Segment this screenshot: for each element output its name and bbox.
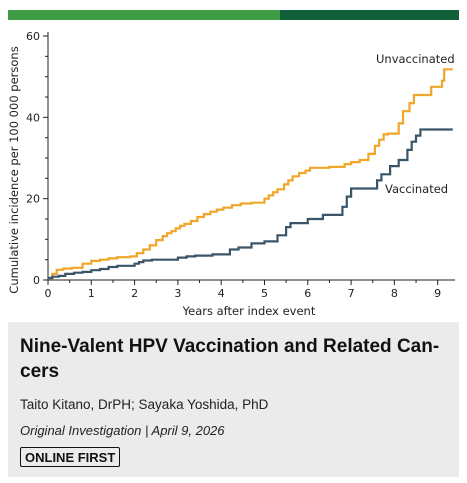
article-title[interactable]: Nine-Valent HPV Vaccination and Related … [20, 334, 445, 384]
online-first-badge: ONLINE FIRST [20, 447, 121, 467]
chart-svg: 0 20 40 60 0 1 2 3 4 5 6 7 8 9 Cumulative incidence p… [8, 30, 455, 318]
cumulative-incidence-chart: 0 20 40 60 0 1 2 3 4 5 6 7 8 9 Cumulative incidence p… [8, 22, 459, 320]
series-line-unvaccinated [48, 68, 453, 280]
x-tick-label: 9 [434, 287, 441, 300]
x-tick-label: 4 [218, 287, 225, 300]
article-title-line-2: cers [20, 361, 60, 382]
x-tick-label: 1 [88, 287, 95, 300]
y-tick-label: 40 [26, 111, 40, 124]
article-info-card: Nine-Valent HPV Vaccination and Related … [8, 322, 459, 477]
article-title-line-1: Nine-Valent HPV Vaccination and Related … [20, 336, 440, 357]
x-tick-label: 8 [391, 287, 398, 300]
header-bar-dark-segment [280, 10, 459, 20]
y-tick-label: 60 [26, 30, 40, 43]
article-authors: Taito Kitano, DrPH; Sayaka Yoshida, PhD [20, 397, 269, 412]
series-label-vaccinated: Vaccinated [385, 182, 448, 196]
x-tick-label: 0 [45, 287, 52, 300]
article-meta: Original Investigation | April 9, 2026 [20, 423, 225, 438]
y-tick-label: 20 [26, 193, 40, 206]
y-tick-label: 0 [33, 274, 40, 287]
series-label-unvaccinated: Unvaccinated [376, 52, 455, 66]
y-axis-title: Cumulative incidence per 100 000 persons [8, 46, 21, 293]
header-color-bar [8, 10, 459, 20]
x-axis-title: Years after index event [182, 304, 316, 318]
x-tick-label: 6 [304, 287, 311, 300]
series-line-vaccinated [48, 128, 453, 280]
x-tick-label: 7 [348, 287, 355, 300]
x-tick-label: 2 [131, 287, 138, 300]
header-bar-light-segment [8, 10, 280, 20]
x-tick-label: 3 [174, 287, 181, 300]
x-tick-label: 5 [261, 287, 268, 300]
